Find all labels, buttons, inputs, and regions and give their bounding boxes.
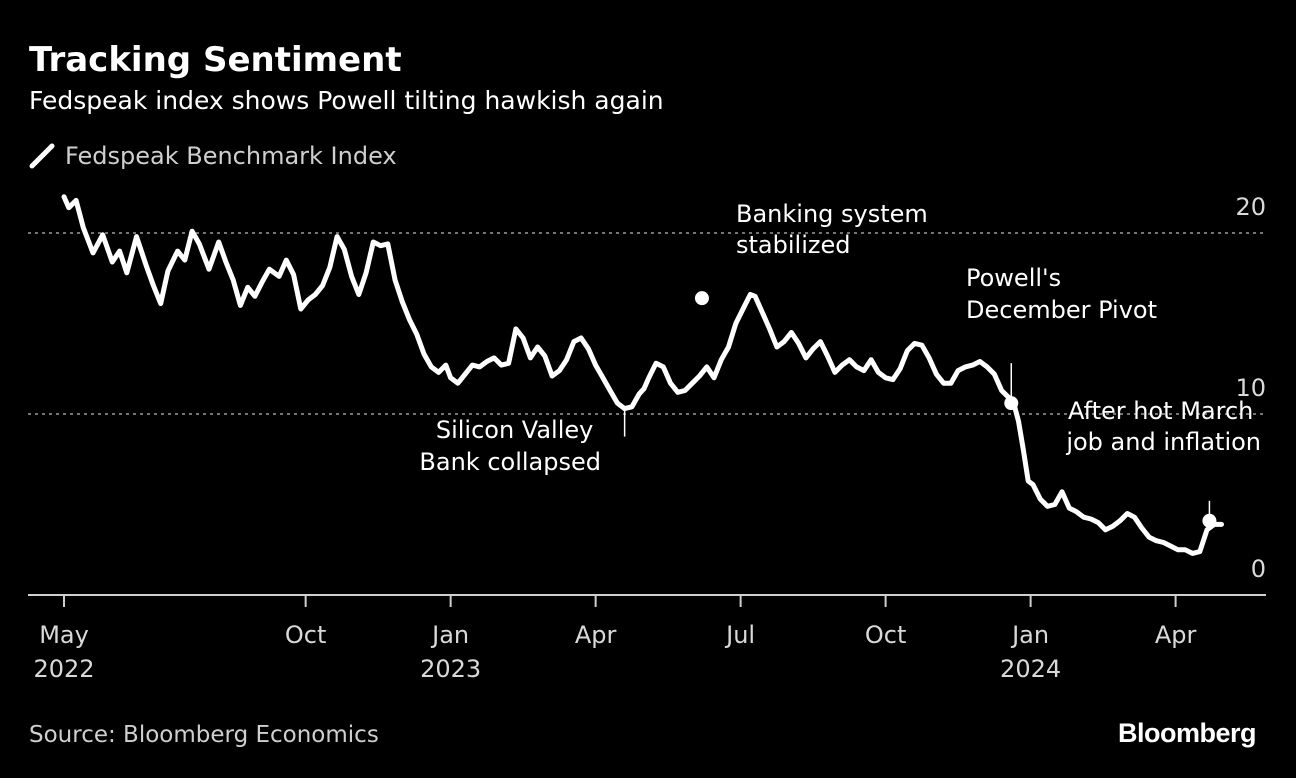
annotation-pivot-line2: December Pivot — [966, 296, 1157, 324]
y-tick-label-20: 20 — [1235, 193, 1266, 221]
annotation-marker-0 — [694, 291, 709, 306]
x-tick-label-month: Oct — [865, 621, 907, 649]
annotation-svb-line1: Silicon Valley — [436, 416, 594, 444]
x-tick-label-year: 2023 — [420, 655, 481, 683]
gridlines — [28, 232, 1266, 415]
annotation-banking-line1: Banking system — [736, 200, 928, 228]
y-tick-label-10: 10 — [1235, 374, 1266, 402]
x-tick-label-month: Apr — [575, 621, 617, 649]
x-tick-label-month: Jan — [430, 621, 469, 649]
x-tick-label-month: May — [39, 621, 89, 649]
line-swatch-icon — [29, 143, 55, 169]
x-tick-label-month: Oct — [285, 621, 327, 649]
x-tick-label-month: Jul — [724, 621, 755, 649]
annotation-pivot: Powell's December Pivot — [966, 264, 1157, 324]
annotation-march-line2: job and inflation — [1065, 428, 1261, 456]
annotation-banking-line2: stabilized — [736, 231, 850, 259]
x-tick-label-month: Jan — [1010, 621, 1049, 649]
annotation-marker-1 — [1004, 396, 1019, 411]
series-line-fedspeak-index — [61, 194, 1224, 556]
x-tick-label-year: 2022 — [33, 655, 94, 683]
bloomberg-logo: Bloomberg — [1117, 718, 1257, 748]
annotation-march: After hot March job and inflation — [1065, 397, 1261, 456]
legend-label: Fedspeak Benchmark Index — [65, 142, 397, 170]
source-note: Source: Bloomberg Economics — [29, 722, 379, 748]
legend: Fedspeak Benchmark Index — [29, 142, 397, 170]
y-axis-ticks: 0 10 20 — [1235, 193, 1266, 583]
annotation-svb: Silicon Valley Bank collapsed — [419, 416, 601, 476]
chart-subtitle: Fedspeak index shows Powell tilting hawk… — [29, 86, 664, 115]
annotation-svb-line2: Bank collapsed — [419, 448, 601, 476]
x-tick-label-year: 2024 — [1000, 655, 1061, 683]
markers — [694, 291, 1217, 528]
x-tick-label-month: Apr — [1155, 621, 1197, 649]
x-axis-ticks: May 2022 Oct Jan 2023 Apr Jul Oct Jan 2024 Apr — [33, 595, 1196, 683]
annotation-banking: Banking system stabilized — [736, 200, 935, 259]
y-tick-label-0: 0 — [1251, 555, 1266, 583]
chart-title: Tracking Sentiment — [29, 40, 402, 80]
annotation-marker-2 — [1202, 513, 1217, 528]
annotation-pivot-line1: Powell's — [966, 264, 1061, 292]
annotation-march-line1: After hot March — [1068, 397, 1253, 425]
